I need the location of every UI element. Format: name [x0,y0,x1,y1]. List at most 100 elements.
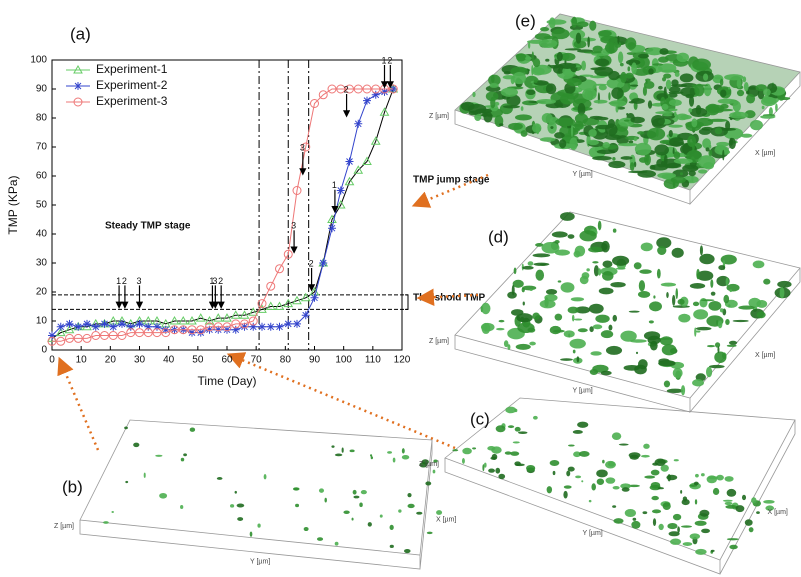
biofilm-cluster [703,73,708,80]
biofilm-cluster [717,346,719,353]
stack-box [445,398,795,560]
biofilm-cluster [653,295,655,298]
biofilm-cluster [159,493,167,499]
biofilm-cluster [664,381,670,388]
marker [293,320,301,328]
biofilm-cluster [711,292,716,296]
biofilm-cluster [701,529,710,534]
arrow-label: 3 [137,276,142,286]
biofilm-cluster [390,525,394,530]
biofilm-cluster [578,328,588,332]
biofilm-cluster [658,487,664,489]
biofilm-cluster [666,163,681,168]
biofilm-cluster [606,346,622,355]
biofilm-cluster [533,58,540,67]
biofilm-cluster [668,125,682,128]
biofilm-cluster [693,302,699,307]
y-tick-label: 90 [36,84,48,95]
biofilm-cluster [654,144,669,155]
biofilm-cluster [762,106,765,110]
biofilm-cluster [589,21,596,31]
biofilm-cluster [550,326,561,334]
y-tick-label: 40 [36,229,48,240]
biofilm-cluster [662,104,669,110]
biofilm-cluster [715,342,720,347]
biofilm-cluster [727,489,737,497]
biofilm-cluster [737,90,744,96]
biofilm-cluster [647,336,660,345]
figure: (a) Time (Day) TMP (KPa) Steady TMP stag… [0,0,801,577]
biofilm-cluster [657,246,666,255]
biofilm-cluster [582,88,597,100]
biofilm-cluster [500,103,513,114]
biofilm-cluster [624,365,640,371]
biofilm-cluster [555,250,570,256]
x-tick-label: 70 [251,355,263,366]
x-axis-label: X [µm] [768,509,788,516]
biofilm-cluster [612,432,621,440]
biofilm-cluster [539,39,557,48]
biofilm-cluster [723,500,733,502]
biofilm-cluster [125,481,128,483]
biofilm-cluster [649,320,654,323]
biofilm-cluster [673,514,681,521]
biofilm-cluster [667,474,671,481]
biofilm-cluster [342,447,344,452]
biofilm-cluster [661,283,676,287]
biofilm-cluster [715,128,723,135]
biofilm-cluster [664,154,668,165]
biofilm-cluster [304,527,309,531]
y-tick-label: 50 [36,200,48,211]
biofilm-cluster [639,157,647,163]
biofilm-cluster [581,61,586,71]
biofilm-cluster [368,522,372,527]
biofilm-cluster [555,314,563,321]
biofilm-cluster [507,344,510,350]
biofilm-cluster [579,230,596,241]
marker [337,187,345,195]
marker [92,323,100,331]
biofilm-cluster [657,172,676,178]
biofilm-cluster [586,268,589,271]
z-axis-label: Z [µm] [54,523,74,530]
biofilm-cluster [516,53,526,61]
biofilm-cluster [718,265,725,270]
biofilm-cluster [691,118,697,127]
biofilm-cluster [710,279,713,288]
biofilm-cluster [756,311,765,318]
biofilm-cluster [696,269,700,280]
biofilm-cluster [682,165,698,172]
biofilm-cluster [564,330,575,337]
biofilm-cluster [570,339,586,349]
marker [328,224,336,232]
biofilm-cluster [602,260,612,267]
biofilm-cluster [618,143,638,146]
biofilm-cluster [568,445,575,447]
biofilm-cluster [638,54,649,59]
biofilm-cluster [558,63,576,69]
x-tick-label: 120 [394,355,411,366]
biofilm-cluster [594,84,607,86]
biofilm-cluster [343,510,349,514]
biofilm-cluster [720,79,724,86]
biofilm-cluster [563,491,567,499]
biofilm-cluster [579,451,590,457]
biofilm-cluster [720,90,726,98]
panel-a-label: (a) [70,24,91,43]
biofilm-cluster [571,17,577,28]
biofilm-cluster [688,108,692,112]
biofilm-cluster [361,490,367,494]
biofilm-cluster [589,500,592,502]
biofilm-cluster [575,475,581,478]
biofilm-cluster [554,132,565,138]
x-tick-label: 30 [134,355,146,366]
biofilm-cluster [319,488,324,492]
biofilm-cluster [746,94,755,104]
biofilm-cluster [608,161,625,168]
marker [66,320,74,328]
biofilm-cluster [725,476,734,482]
biofilm-cluster [675,72,680,77]
biofilm-cluster [528,261,534,265]
biofilm-cluster [501,88,518,97]
biofilm-cluster [625,136,639,140]
